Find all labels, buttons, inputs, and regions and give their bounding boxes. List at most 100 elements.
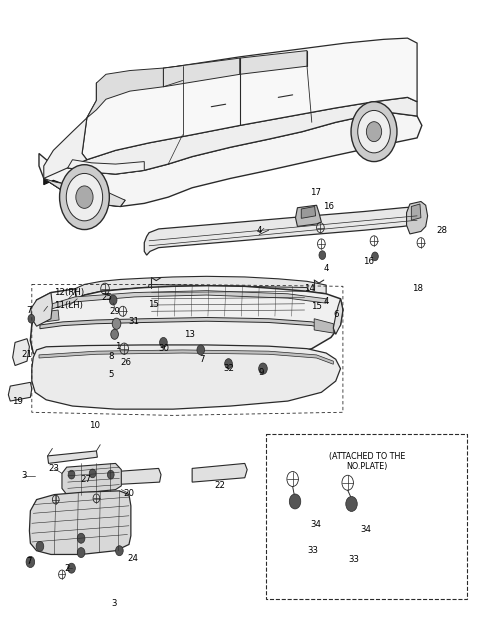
Text: 7: 7	[27, 306, 32, 315]
Text: 2: 2	[64, 564, 70, 572]
Text: 19: 19	[12, 396, 23, 406]
Text: 7: 7	[199, 356, 204, 364]
Text: 29: 29	[109, 307, 120, 316]
Circle shape	[112, 318, 121, 329]
Text: 18: 18	[411, 284, 422, 293]
Circle shape	[77, 548, 85, 558]
Circle shape	[366, 122, 382, 142]
Text: 3: 3	[112, 599, 117, 608]
Circle shape	[351, 102, 397, 162]
Polygon shape	[12, 339, 29, 366]
Text: 33: 33	[348, 555, 360, 564]
Polygon shape	[31, 292, 52, 326]
Text: 11(LH): 11(LH)	[54, 301, 83, 309]
Polygon shape	[75, 276, 326, 299]
Circle shape	[66, 173, 103, 221]
Text: 23: 23	[49, 464, 60, 473]
Polygon shape	[87, 68, 163, 118]
Polygon shape	[30, 286, 343, 370]
Polygon shape	[314, 319, 333, 333]
Polygon shape	[40, 291, 326, 312]
Circle shape	[111, 329, 119, 339]
Polygon shape	[48, 451, 97, 463]
Circle shape	[60, 165, 109, 229]
Polygon shape	[333, 299, 343, 334]
Circle shape	[76, 186, 93, 208]
Text: 15: 15	[148, 300, 159, 309]
Polygon shape	[296, 205, 322, 226]
Circle shape	[26, 556, 35, 568]
Polygon shape	[240, 51, 307, 74]
Circle shape	[346, 496, 357, 511]
Text: 26: 26	[120, 358, 132, 367]
Text: 1: 1	[115, 342, 120, 351]
Polygon shape	[91, 468, 161, 486]
Text: 6: 6	[333, 310, 338, 319]
Polygon shape	[163, 58, 240, 87]
Polygon shape	[62, 463, 121, 494]
Circle shape	[109, 295, 117, 305]
Polygon shape	[39, 113, 422, 206]
Text: 7: 7	[27, 558, 32, 566]
Text: 31: 31	[128, 317, 139, 326]
Polygon shape	[411, 204, 421, 220]
Circle shape	[319, 251, 325, 259]
Text: 10: 10	[88, 421, 99, 431]
Polygon shape	[68, 98, 417, 174]
Text: (ATTACHED TO THE
NO.PLATE): (ATTACHED TO THE NO.PLATE)	[329, 452, 405, 471]
Text: 8: 8	[108, 352, 114, 361]
Circle shape	[197, 345, 204, 355]
Text: 28: 28	[436, 226, 447, 234]
Text: 16: 16	[363, 257, 374, 266]
Text: 21: 21	[22, 351, 33, 359]
Text: 15: 15	[311, 302, 322, 311]
Circle shape	[108, 470, 114, 479]
Polygon shape	[44, 118, 87, 178]
Circle shape	[159, 338, 167, 348]
Polygon shape	[147, 284, 312, 318]
Circle shape	[68, 563, 75, 573]
Circle shape	[259, 363, 267, 374]
Polygon shape	[44, 178, 125, 206]
Text: 25: 25	[101, 293, 112, 302]
Circle shape	[89, 469, 96, 478]
Circle shape	[36, 541, 44, 551]
Text: 12(RH): 12(RH)	[54, 288, 84, 297]
Circle shape	[372, 252, 378, 261]
Polygon shape	[44, 178, 125, 206]
Text: 33: 33	[307, 546, 318, 555]
Text: 24: 24	[127, 554, 138, 563]
Polygon shape	[40, 318, 331, 330]
Polygon shape	[144, 206, 422, 255]
Text: 4: 4	[324, 297, 329, 306]
Text: 14: 14	[304, 284, 315, 293]
Text: 34: 34	[360, 525, 371, 534]
Circle shape	[77, 533, 85, 543]
Polygon shape	[32, 345, 340, 409]
Text: 27: 27	[80, 475, 91, 484]
Circle shape	[225, 359, 232, 369]
Text: 17: 17	[310, 188, 321, 198]
Polygon shape	[8, 382, 32, 401]
Polygon shape	[68, 160, 144, 174]
Polygon shape	[301, 206, 316, 218]
Polygon shape	[192, 463, 247, 482]
Text: 22: 22	[215, 481, 226, 491]
Polygon shape	[82, 38, 417, 160]
Circle shape	[116, 546, 123, 556]
Text: 34: 34	[310, 520, 321, 529]
Text: 4: 4	[324, 264, 329, 273]
Polygon shape	[39, 350, 333, 364]
Circle shape	[289, 494, 301, 509]
Text: 3: 3	[21, 471, 26, 481]
Circle shape	[358, 111, 390, 153]
Bar	[266, 434, 468, 599]
Text: 30: 30	[158, 344, 169, 353]
Text: 5: 5	[108, 371, 114, 379]
Text: 9: 9	[259, 368, 264, 377]
Circle shape	[28, 314, 35, 323]
Circle shape	[68, 470, 75, 479]
Text: 32: 32	[223, 364, 234, 373]
Polygon shape	[407, 201, 428, 234]
Text: 13: 13	[184, 331, 195, 339]
